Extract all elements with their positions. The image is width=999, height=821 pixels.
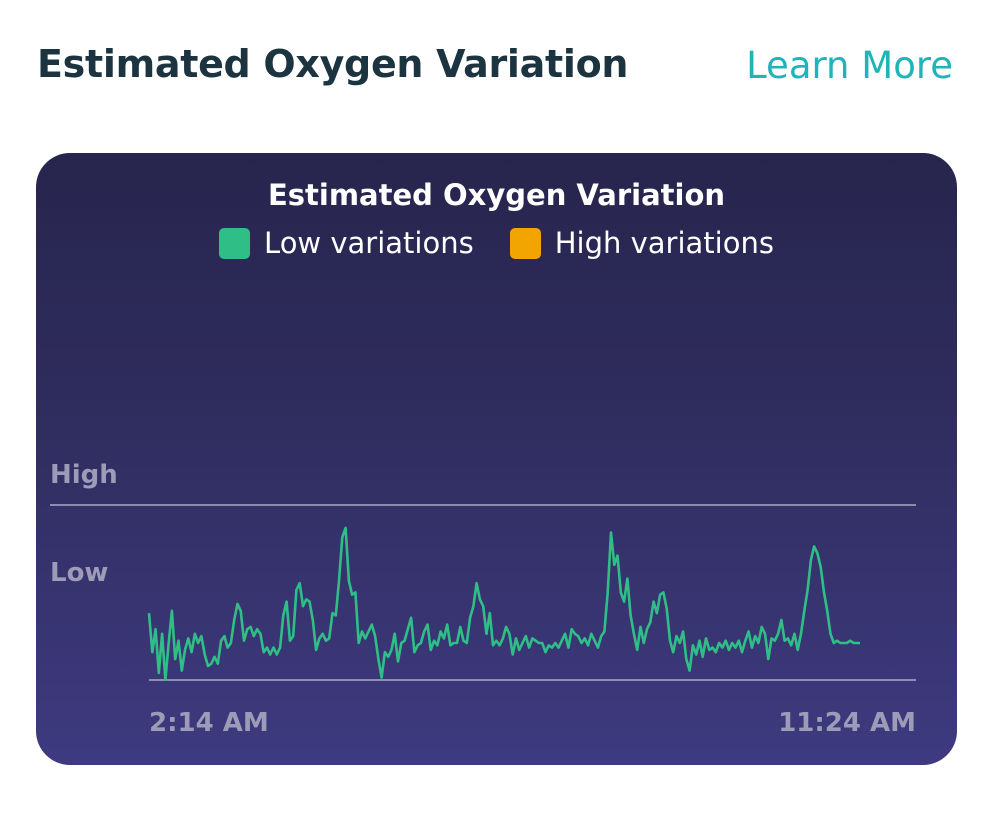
learn-more-link[interactable]: Learn More	[746, 44, 953, 87]
chart-legend: Low variations High variations	[36, 226, 957, 260]
y-label-high: High	[50, 460, 118, 490]
chart-title: Estimated Oxygen Variation	[267, 178, 726, 212]
legend-label-high: High variations	[554, 226, 774, 260]
section-title: Estimated Oxygen Variation	[37, 42, 629, 86]
legend-label-low: Low variations	[264, 226, 474, 260]
legend-item-high: High variations	[509, 226, 774, 260]
oxygen-variation-card[interactable]: Estimated Oxygen Variation Low variation…	[36, 153, 957, 765]
legend-swatch-low	[219, 227, 251, 259]
x-label-end: 11:24 AM	[778, 708, 916, 738]
y-label-low: Low	[50, 558, 109, 588]
legend-swatch-high	[509, 227, 541, 259]
legend-item-low: Low variations	[219, 226, 474, 260]
chart-plot	[50, 504, 916, 682]
low-variation-series-line	[147, 526, 860, 682]
x-label-start: 2:14 AM	[149, 708, 269, 738]
